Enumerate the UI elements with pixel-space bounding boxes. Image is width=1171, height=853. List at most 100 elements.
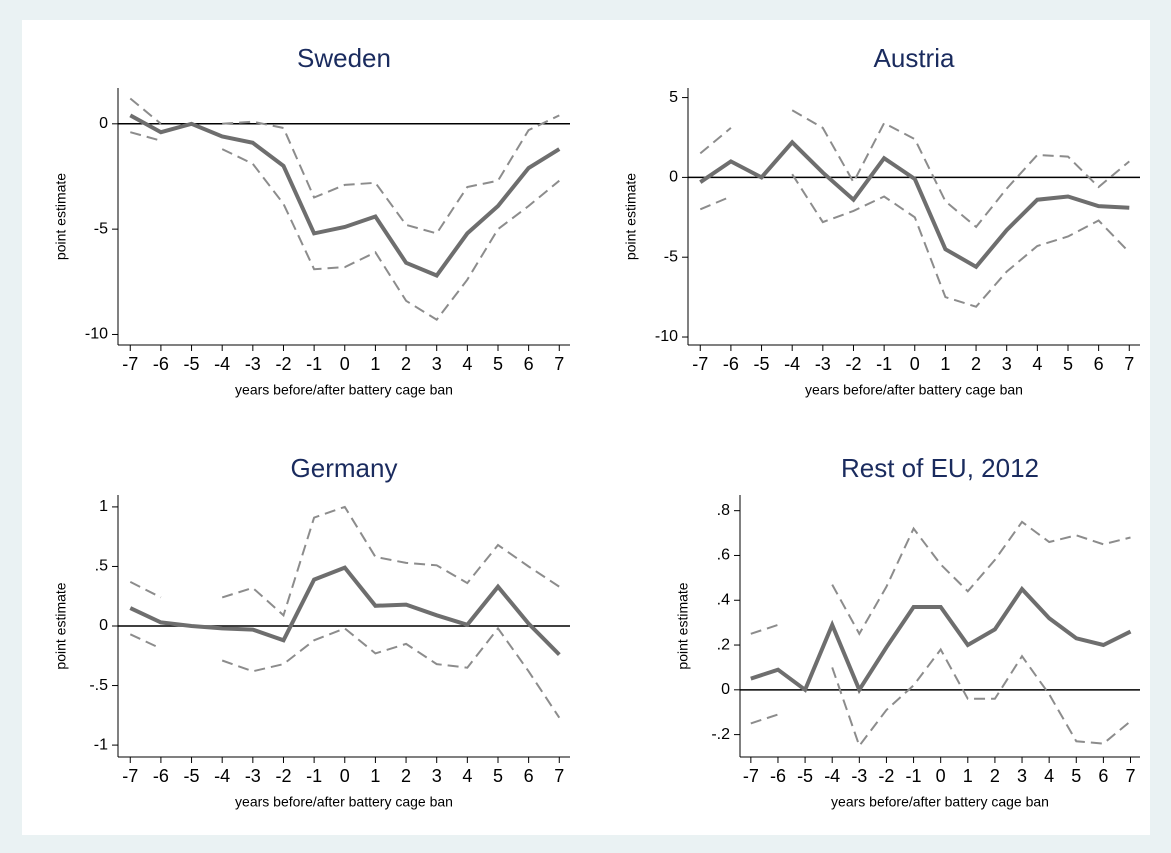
x-tick-label: -7 [122, 354, 138, 374]
x-axis-label: years before/after battery cage ban [235, 794, 453, 810]
x-tick-label: 2 [971, 354, 981, 374]
x-tick-label: -7 [743, 766, 759, 786]
y-tick-label: -5 [664, 248, 678, 265]
x-tick-label: -1 [906, 766, 922, 786]
x-tick-label: -5 [184, 766, 200, 786]
x-tick-label: -7 [692, 354, 708, 374]
y-tick-label: .4 [717, 591, 730, 608]
x-tick-label: 6 [524, 766, 534, 786]
x-tick-label: 7 [554, 354, 564, 374]
x-tick-label: -2 [845, 354, 861, 374]
x-tick-label: 3 [432, 766, 442, 786]
confidence-line [129, 97, 560, 235]
x-tick-label: 2 [990, 766, 1000, 786]
x-tick-label: -5 [797, 766, 813, 786]
x-tick-label: -4 [784, 354, 800, 374]
x-tick-label: -3 [245, 354, 261, 374]
y-axis-label: point estimate [53, 173, 69, 260]
x-tick-label: 4 [1032, 354, 1042, 374]
y-tick-label: 0 [721, 681, 730, 698]
x-tick-label: -6 [770, 766, 786, 786]
panel-title: Germany [291, 453, 398, 483]
x-tick-label: -5 [754, 354, 770, 374]
x-tick-label: 1 [963, 766, 973, 786]
x-tick-label: 7 [1126, 766, 1136, 786]
x-tick-label: 7 [1124, 354, 1134, 374]
y-tick-label: .5 [95, 558, 108, 575]
x-tick-label: 6 [1094, 354, 1104, 374]
x-tick-label: 0 [910, 354, 920, 374]
plot-region [22, 20, 1150, 835]
confidence-line [129, 626, 561, 719]
x-tick-label: -2 [878, 766, 894, 786]
x-tick-label: -6 [153, 766, 169, 786]
estimate-line [699, 139, 1130, 270]
x-tick-label: -2 [275, 766, 291, 786]
x-tick-label: 6 [524, 354, 534, 374]
x-tick-label: -7 [122, 766, 138, 786]
x-tick-label: -2 [275, 354, 291, 374]
x-axis-label: years before/after battery cage ban [831, 794, 1049, 810]
y-tick-label: -10 [85, 326, 108, 343]
y-tick-label: -.5 [89, 677, 108, 694]
y-axis-label: point estimate [53, 582, 69, 669]
x-tick-label: 2 [401, 354, 411, 374]
confidence-line [699, 173, 1131, 308]
x-tick-label: 1 [940, 354, 950, 374]
y-axis-label: point estimate [623, 173, 639, 260]
x-tick-label: -1 [306, 766, 322, 786]
confidence-line [130, 131, 560, 322]
x-tick-label: 4 [1044, 766, 1054, 786]
x-tick-label: 4 [462, 354, 472, 374]
estimate-line [750, 585, 1132, 695]
estimate-line [129, 113, 561, 278]
x-tick-label: 1 [370, 354, 380, 374]
x-tick-label: 2 [401, 766, 411, 786]
x-tick-label: 3 [1017, 766, 1027, 786]
x-tick-label: 7 [554, 766, 564, 786]
x-tick-label: 0 [340, 354, 350, 374]
x-tick-label: 3 [1002, 354, 1012, 374]
y-tick-label: -1 [94, 736, 108, 753]
x-tick-label: 0 [340, 766, 350, 786]
x-tick-label: -1 [306, 354, 322, 374]
x-axis-label: years before/after battery cage ban [235, 382, 453, 398]
confidence-line [699, 109, 1130, 229]
y-tick-label: 0 [669, 169, 678, 186]
x-tick-label: -4 [214, 766, 230, 786]
y-tick-label: .2 [717, 636, 730, 653]
x-tick-label: -4 [214, 354, 230, 374]
y-tick-label: 0 [99, 115, 108, 132]
y-tick-label: .6 [717, 547, 730, 564]
x-tick-label: -5 [184, 354, 200, 374]
y-tick-label: -5 [94, 220, 108, 237]
x-tick-label: -6 [723, 354, 739, 374]
y-tick-label: -10 [655, 328, 678, 345]
estimate-line [129, 565, 561, 657]
panel-title: Rest of EU, 2012 [841, 453, 1039, 483]
x-tick-label: 5 [1063, 354, 1073, 374]
x-tick-label: 3 [432, 354, 442, 374]
y-axis-label: point estimate [675, 582, 691, 669]
x-tick-label: -4 [824, 766, 840, 786]
panel-title: Sweden [297, 43, 391, 73]
y-tick-label: -.2 [711, 726, 730, 743]
x-tick-label: -6 [153, 354, 169, 374]
x-tick-label: -3 [815, 354, 831, 374]
panel-title: Austria [874, 43, 955, 73]
x-tick-label: 1 [370, 766, 380, 786]
confidence-line [750, 647, 1132, 748]
x-axis-label: years before/after battery cage ban [805, 382, 1023, 398]
x-tick-label: 5 [493, 354, 503, 374]
y-tick-label: .8 [717, 502, 730, 519]
x-tick-label: 5 [493, 766, 503, 786]
x-tick-label: 0 [936, 766, 946, 786]
x-tick-label: 6 [1098, 766, 1108, 786]
y-tick-label: 1 [99, 498, 108, 515]
x-tick-label: -3 [245, 766, 261, 786]
x-tick-label: 5 [1071, 766, 1081, 786]
x-tick-label: -3 [851, 766, 867, 786]
confidence-line [129, 505, 560, 618]
